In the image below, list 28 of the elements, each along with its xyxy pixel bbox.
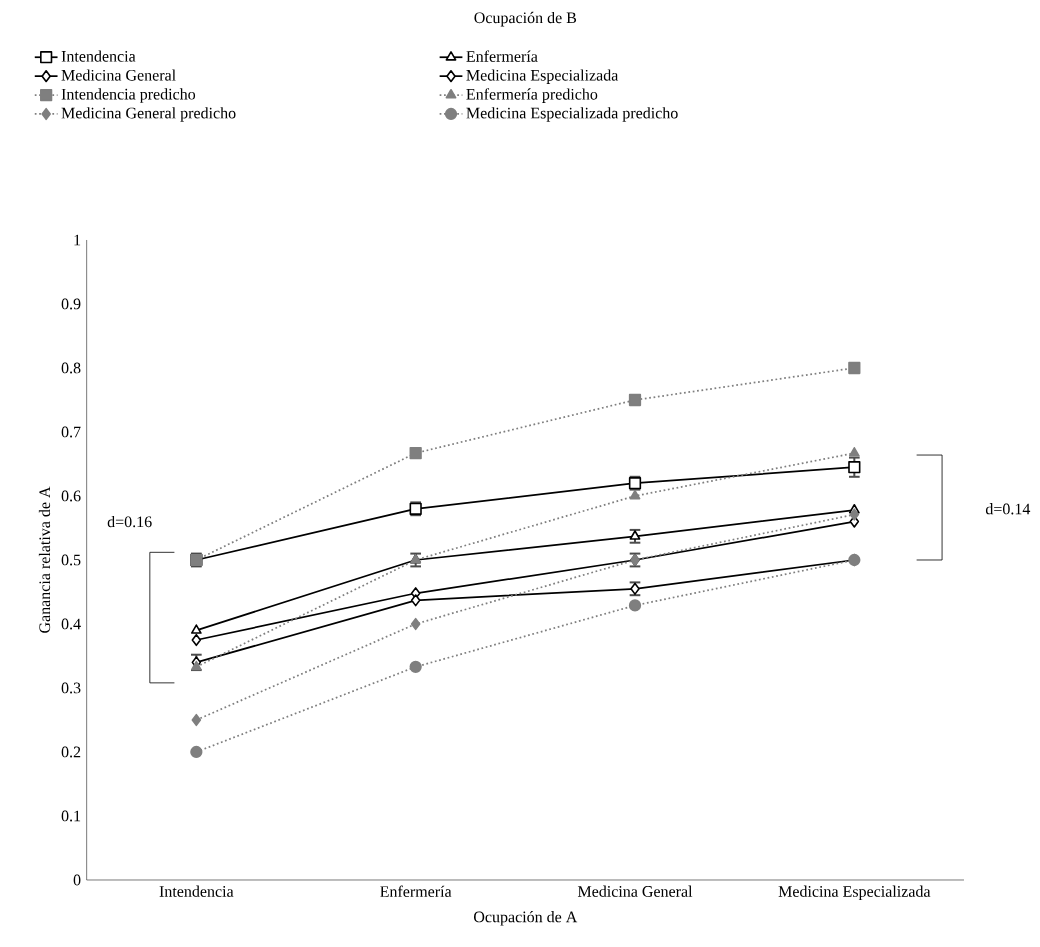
- y-tick-label: 1: [74, 234, 81, 246]
- x-tick-label: Enfermería: [380, 885, 452, 898]
- legend-label: Medicina General predicho: [61, 107, 236, 122]
- y-tick-label: 0.7: [61, 426, 81, 438]
- legend-label: Intendencia: [61, 50, 136, 62]
- y-axis-title: Ganancia relativa de A: [38, 486, 51, 634]
- x-tick-label: Medicina Especializada: [778, 885, 931, 901]
- legend-label: Medicina Especializada predicho: [466, 107, 678, 122]
- y-tick-label: 0.1: [61, 810, 81, 822]
- y-tick-label: 0.2: [61, 746, 81, 758]
- x-axis-title: Ocupación de A: [474, 911, 578, 926]
- x-tick-label: Intendencia: [159, 885, 234, 898]
- legend-label: Enfermería: [466, 50, 538, 62]
- chart-title: Ocupación de B: [474, 12, 577, 27]
- y-tick-label: 0.5: [61, 554, 81, 566]
- text: d=0.14: [985, 503, 1031, 515]
- legend-label: Medicina Especializada: [466, 69, 619, 85]
- legend-label: Intendencia predicho: [61, 88, 196, 103]
- y-tick-label: 0.3: [61, 682, 81, 694]
- y-tick-label: 0.4: [61, 618, 81, 630]
- legend-label: Enfermería predicho: [466, 88, 598, 104]
- y-tick-label: 0: [73, 874, 81, 886]
- y-tick-label: 0.6: [61, 490, 81, 502]
- legend-label: Medicina General: [61, 69, 176, 81]
- y-tick-label: 0.8: [61, 362, 81, 374]
- x-tick-label: Medicina General: [577, 885, 693, 898]
- y-tick-label: 0.9: [61, 298, 81, 310]
- annotation: d=0.16: [107, 516, 152, 528]
